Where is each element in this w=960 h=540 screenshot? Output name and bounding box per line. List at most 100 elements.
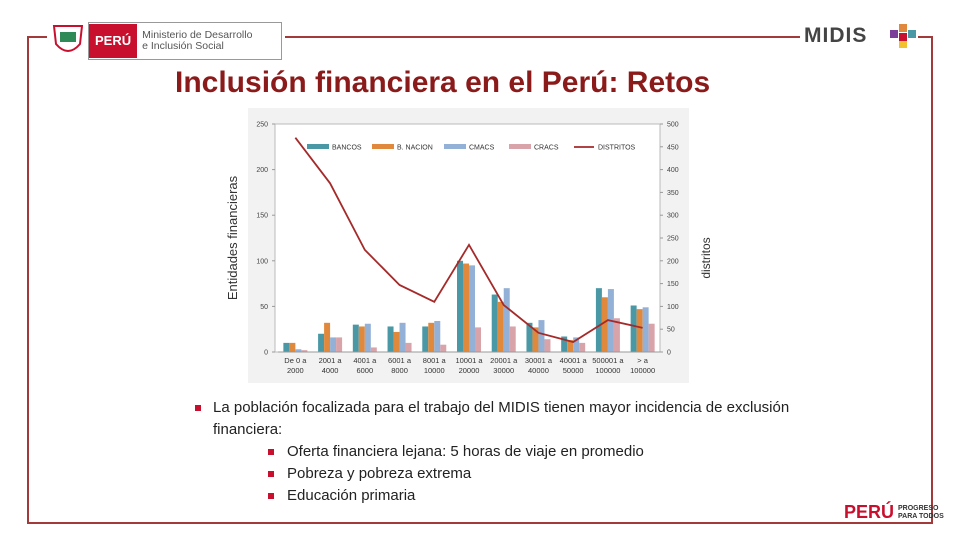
x-tick-label: > a 100000 bbox=[630, 356, 656, 375]
x-tick-label: 10001 a 20000 bbox=[455, 356, 483, 375]
legend-swatch bbox=[307, 144, 329, 149]
footer-slogan: PROGRESO PARA TODOS bbox=[898, 505, 944, 521]
y2-tick-label: 250 bbox=[667, 236, 679, 243]
x-tick-label: 8001 a 10000 bbox=[422, 356, 446, 375]
y2-tick-label: 100 bbox=[667, 304, 679, 311]
y-tick-label: 50 bbox=[260, 304, 268, 311]
slide-frame bbox=[27, 36, 933, 524]
bar bbox=[289, 342, 296, 352]
footer-logo: PERÚ PROGRESO PARA TODOS bbox=[844, 502, 944, 523]
y2-tick-label: 450 bbox=[667, 144, 679, 151]
y2-axis-label: distritos bbox=[699, 237, 713, 278]
ministry-name: Ministerio de Desarrollo e Inclusión Soc… bbox=[137, 30, 252, 52]
line-series bbox=[294, 137, 643, 343]
frame-line bbox=[285, 36, 800, 38]
bar bbox=[324, 322, 331, 352]
bar bbox=[497, 301, 504, 352]
y2-tick-label: 350 bbox=[667, 190, 679, 197]
bar bbox=[642, 307, 649, 352]
bar bbox=[491, 294, 498, 352]
bar bbox=[330, 337, 337, 352]
bar bbox=[630, 305, 637, 352]
x-tick-label: De 0 a 2000 bbox=[284, 356, 307, 375]
bar bbox=[636, 309, 643, 352]
legend-swatch bbox=[444, 144, 466, 149]
bar bbox=[579, 342, 586, 352]
y-tick-label: 100 bbox=[256, 258, 268, 265]
y-tick-label: 0 bbox=[264, 350, 268, 357]
bar bbox=[573, 337, 580, 352]
bar bbox=[422, 326, 429, 352]
frame-line bbox=[27, 36, 47, 38]
y-axis-label: Entidades financieras bbox=[225, 175, 240, 300]
bar bbox=[544, 339, 551, 352]
bullet-marker bbox=[268, 471, 274, 477]
bar bbox=[370, 347, 377, 352]
x-tick-label: 20001 a 30000 bbox=[490, 356, 518, 375]
legend-label: CRACS bbox=[534, 145, 559, 152]
brand: MIDIS bbox=[804, 24, 868, 47]
bar bbox=[318, 333, 325, 352]
bar bbox=[336, 337, 343, 352]
y-tick-label: 250 bbox=[256, 122, 268, 129]
frame-line bbox=[918, 36, 933, 38]
bar bbox=[503, 288, 510, 352]
legend-swatch bbox=[372, 144, 394, 149]
bar bbox=[457, 260, 463, 352]
legend-label: BANCOS bbox=[332, 145, 362, 152]
ministry-logo: PERÚ Ministerio de Desarrollo e Inclusió… bbox=[88, 22, 282, 60]
bar bbox=[283, 342, 290, 352]
bar bbox=[532, 327, 539, 352]
y2-tick-label: 0 bbox=[667, 350, 671, 357]
y2-tick-label: 300 bbox=[667, 213, 679, 220]
legend-label: DISTRITOS bbox=[598, 145, 636, 152]
bar bbox=[561, 336, 568, 352]
ministry-line: e Inclusión Social bbox=[142, 40, 224, 52]
bar bbox=[434, 320, 441, 352]
x-tick-label: 6001 a 8000 bbox=[388, 356, 411, 375]
x-tick-label: 40001 a 50000 bbox=[559, 356, 587, 375]
y2-tick-label: 200 bbox=[667, 258, 679, 265]
bar bbox=[601, 297, 608, 352]
bar bbox=[364, 323, 371, 352]
bar bbox=[475, 327, 481, 352]
x-tick-label: 30001 a 40000 bbox=[524, 356, 553, 375]
y2-tick-label: 400 bbox=[667, 167, 679, 174]
bullet-sub: Pobreza y pobreza extrema bbox=[287, 465, 472, 482]
footer-country: PERÚ bbox=[844, 502, 895, 522]
y2-tick-label: 150 bbox=[667, 281, 679, 288]
bar bbox=[295, 349, 302, 352]
legend-swatch bbox=[509, 144, 531, 149]
ministry-line: Ministerio de Desarrollo bbox=[142, 29, 253, 41]
bar bbox=[399, 322, 406, 352]
legend-label: CMACS bbox=[469, 145, 495, 152]
bar bbox=[358, 326, 365, 352]
bar bbox=[469, 265, 475, 352]
slogan-line: PROGRESO bbox=[898, 504, 939, 512]
slide-title: Inclusión financiera en el Perú: Retos bbox=[175, 66, 711, 99]
bar bbox=[387, 326, 394, 352]
bar bbox=[352, 324, 359, 352]
x-tick-label: 2001 a 4000 bbox=[318, 356, 342, 375]
y-tick-label: 200 bbox=[256, 167, 268, 174]
y2-tick-label: 50 bbox=[667, 327, 675, 334]
x-tick-label: 500001 a 100000 bbox=[592, 356, 624, 375]
x-tick-label: 4001 a 6000 bbox=[353, 356, 377, 375]
slogan-line: PARA TODOS bbox=[898, 512, 944, 520]
bullet-marker bbox=[195, 405, 201, 411]
bullet-list: La población focalizada para el trabajo … bbox=[195, 397, 795, 507]
legend-label: B. NACION bbox=[397, 145, 433, 152]
bullet-marker bbox=[268, 493, 274, 499]
bar bbox=[648, 323, 655, 352]
bar bbox=[440, 344, 447, 352]
bar bbox=[301, 350, 308, 352]
country-label: PERÚ bbox=[89, 24, 138, 58]
coat-of-arms bbox=[52, 25, 84, 52]
bar bbox=[428, 322, 435, 352]
bar bbox=[463, 263, 469, 352]
bullet-sub: Oferta financiera lejana: 5 horas de via… bbox=[287, 443, 644, 460]
bar bbox=[595, 288, 602, 352]
chart: Entidades financieras distritos 0 50 100 15… bbox=[225, 122, 713, 357]
bar bbox=[405, 342, 412, 352]
